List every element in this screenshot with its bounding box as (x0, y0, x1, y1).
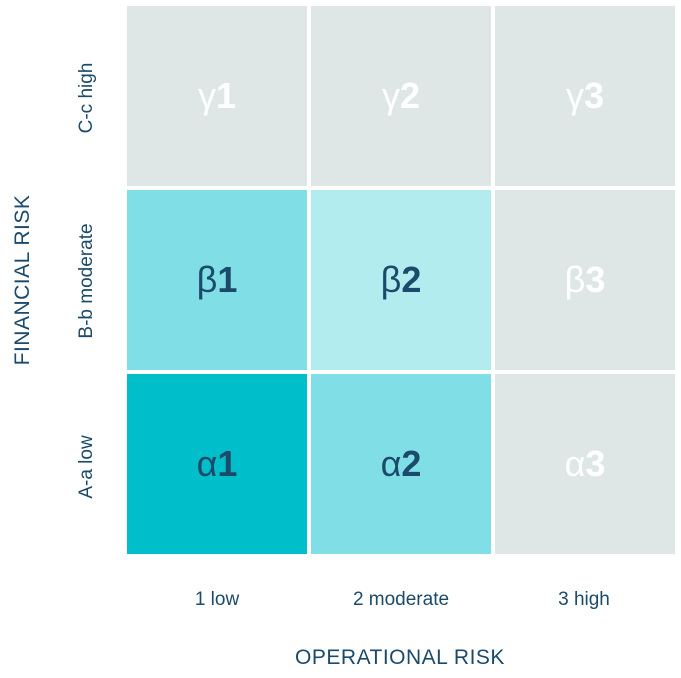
cell-number: 1 (217, 259, 238, 300)
y-axis-title: FINANCIAL RISK (11, 194, 34, 366)
col-label-high: 3 high (558, 589, 610, 610)
row-label-low: A-a low (76, 435, 97, 499)
cell-number: 2 (399, 75, 421, 116)
row-label-high: C-c high (76, 62, 97, 134)
cell-greek: γ (197, 75, 216, 116)
cell-greek: β (380, 259, 402, 300)
cell-greek: β (196, 259, 218, 300)
cell-greek: β (564, 259, 586, 300)
cell-number: 1 (217, 443, 238, 484)
cell-greek: α (196, 443, 218, 484)
col-label-moderate: 2 moderate (352, 589, 450, 610)
cell-number: 3 (583, 75, 605, 116)
col-label-low: 1 low (194, 589, 240, 610)
cell-number: 1 (215, 75, 237, 116)
cell-number: 3 (585, 443, 606, 484)
cell-greek: γ (381, 75, 400, 116)
cell-greek: α (564, 443, 586, 484)
cell-number: 2 (401, 259, 422, 300)
cell-number: 2 (401, 443, 422, 484)
x-axis-title: OPERATIONAL RISK (295, 646, 505, 669)
cell-greek: α (380, 443, 402, 484)
cell-number: 3 (585, 259, 606, 300)
cell-greek: γ (565, 75, 584, 116)
row-label-moderate: B-b moderate (76, 223, 97, 339)
